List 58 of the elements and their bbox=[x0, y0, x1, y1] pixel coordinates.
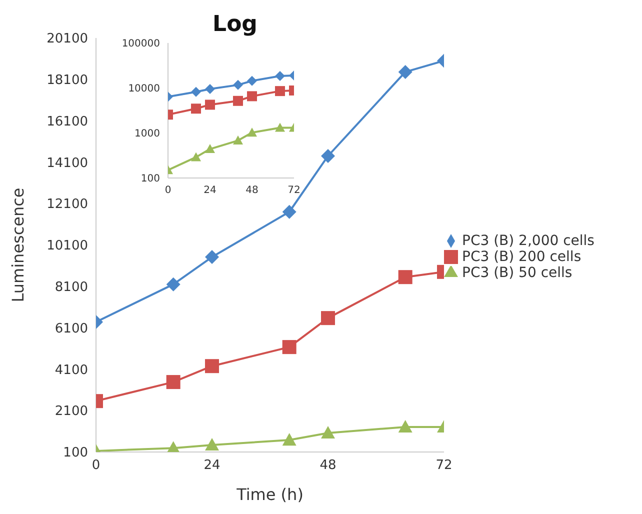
point bbox=[398, 64, 412, 79]
y-tick-label: 14100 bbox=[46, 156, 88, 171]
point bbox=[398, 270, 412, 284]
y-tick-label: 16100 bbox=[46, 114, 88, 130]
y-tick-label: 10100 bbox=[46, 238, 88, 254]
point bbox=[205, 144, 215, 154]
point bbox=[233, 96, 243, 106]
point bbox=[275, 122, 285, 132]
point bbox=[191, 104, 201, 114]
y-tick-label: 4100 bbox=[54, 362, 88, 378]
point bbox=[233, 80, 243, 90]
point bbox=[205, 438, 219, 451]
point bbox=[321, 426, 335, 439]
point bbox=[205, 84, 215, 94]
x-tick-label: 0 bbox=[164, 185, 172, 196]
point bbox=[247, 128, 257, 137]
point bbox=[205, 359, 219, 374]
point bbox=[398, 420, 412, 433]
x-tick-label: 0 bbox=[92, 458, 100, 474]
y-tick-label: 8100 bbox=[54, 280, 88, 296]
y-tick-label: 100 bbox=[63, 446, 88, 461]
y-tick-label: 10000 bbox=[128, 84, 160, 95]
point bbox=[166, 277, 180, 292]
x-tick-label: 72 bbox=[436, 458, 452, 474]
point bbox=[282, 340, 296, 354]
point bbox=[282, 432, 296, 446]
point bbox=[191, 86, 201, 97]
point bbox=[282, 204, 296, 219]
chart-title: Log bbox=[212, 12, 258, 37]
point bbox=[321, 311, 335, 326]
legend-label: PC3 (B) 50 cells bbox=[462, 265, 572, 281]
point bbox=[275, 71, 285, 82]
legend-label: PC3 (B) 2,000 cells bbox=[462, 233, 594, 249]
point bbox=[247, 91, 257, 102]
y-axis-title: Luminescence bbox=[8, 188, 28, 302]
x-axis-title: Time (h) bbox=[236, 485, 304, 504]
point bbox=[275, 86, 285, 96]
x-tick-label: 48 bbox=[320, 458, 336, 474]
legend-label: PC3 (B) 200 cells bbox=[462, 249, 582, 265]
point bbox=[321, 148, 335, 163]
y-tick-label: 1000 bbox=[134, 128, 160, 140]
y-tick-label: 6100 bbox=[54, 321, 88, 336]
point bbox=[205, 250, 219, 264]
y-tick-label: 100 bbox=[140, 174, 160, 185]
y-tick-label: 12100 bbox=[46, 197, 88, 212]
x-tick-label: 24 bbox=[204, 458, 220, 474]
point bbox=[247, 76, 257, 86]
point bbox=[166, 375, 180, 390]
y-tick-label: 100000 bbox=[122, 38, 160, 50]
y-tick-label: 20100 bbox=[46, 32, 88, 47]
y-tick-label: 18100 bbox=[46, 73, 88, 88]
y-tick-label: 2100 bbox=[54, 404, 88, 420]
point bbox=[233, 136, 243, 145]
point bbox=[205, 100, 215, 110]
x-tick-label: 72 bbox=[288, 185, 300, 196]
x-tick-label: 24 bbox=[204, 185, 216, 196]
point bbox=[191, 152, 201, 162]
x-tick-label: 48 bbox=[246, 185, 258, 196]
